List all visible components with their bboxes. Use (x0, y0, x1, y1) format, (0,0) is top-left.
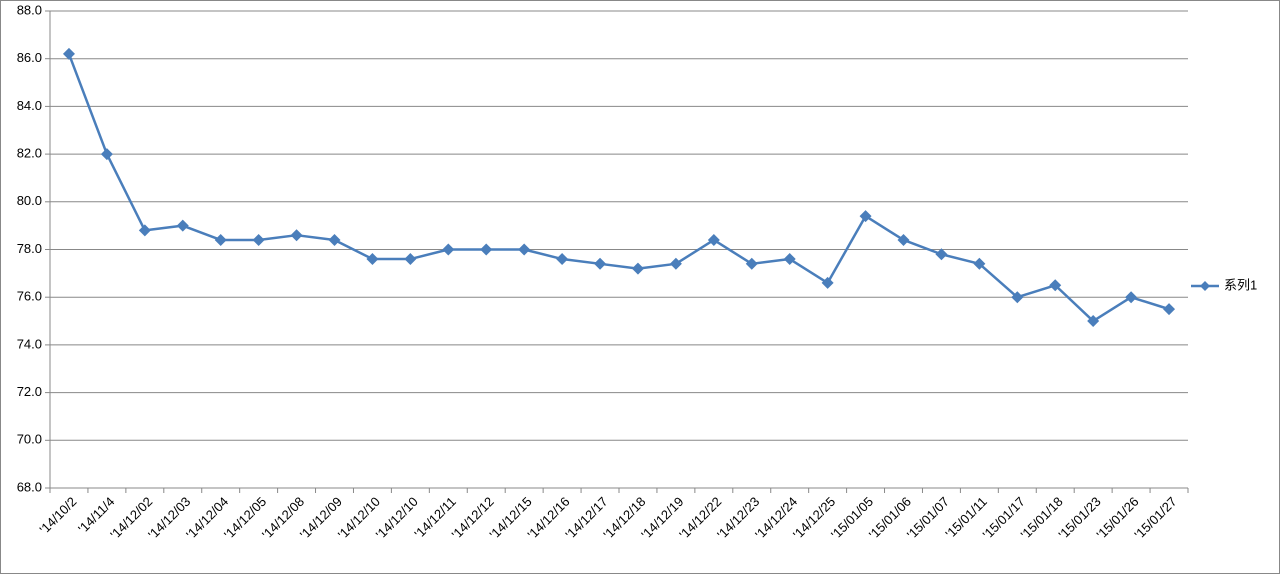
marker (669, 257, 682, 270)
marker (518, 243, 531, 256)
marker (973, 257, 986, 270)
legend-marker (1200, 281, 1210, 291)
marker (480, 243, 493, 256)
marker (252, 233, 265, 246)
marker (214, 233, 227, 246)
marker (100, 148, 113, 161)
marker (1049, 279, 1062, 292)
y-tick-label: 80.0 (17, 193, 42, 208)
marker (935, 248, 948, 261)
y-tick-label: 70.0 (17, 432, 42, 447)
y-tick-label: 78.0 (17, 241, 42, 256)
marker (594, 257, 607, 270)
y-tick-label: 74.0 (17, 336, 42, 351)
marker (404, 253, 417, 266)
marker (745, 257, 758, 270)
marker (897, 233, 910, 246)
y-tick-label: 76.0 (17, 289, 42, 304)
marker (366, 253, 379, 266)
marker (328, 233, 341, 246)
series-line (67, 53, 1170, 323)
marker (176, 219, 189, 232)
marker (1011, 291, 1024, 304)
marker (821, 276, 834, 289)
marker (290, 229, 303, 242)
marker (442, 243, 455, 256)
y-tick-label: 84.0 (17, 98, 42, 113)
marker (859, 210, 872, 223)
y-tick-label: 82.0 (17, 146, 42, 161)
y-tick-label: 68.0 (17, 479, 42, 494)
marker (556, 253, 569, 266)
legend-label: 系列1 (1224, 277, 1257, 292)
marker (62, 47, 75, 60)
y-tick-label: 72.0 (17, 384, 42, 399)
marker (1087, 315, 1100, 328)
marker (783, 253, 796, 266)
marker (1163, 303, 1176, 316)
marker (138, 224, 151, 237)
marker (631, 262, 644, 275)
y-tick-label: 86.0 (17, 50, 42, 65)
marker (1125, 291, 1138, 304)
marker (707, 233, 720, 246)
y-tick-label: 88.0 (17, 2, 42, 17)
